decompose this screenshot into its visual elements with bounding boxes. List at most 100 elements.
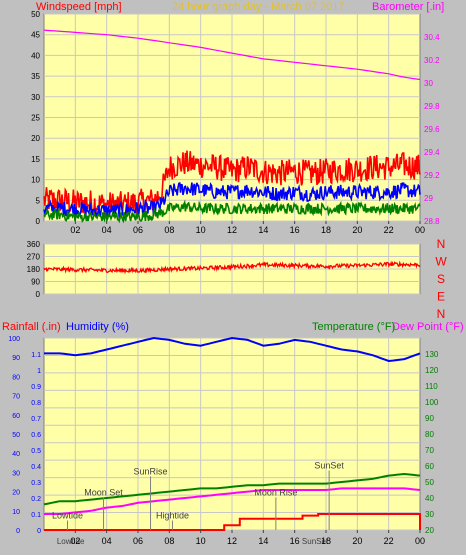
rainfall-tick-label: 0.1 bbox=[31, 512, 41, 519]
rain-humidity-temp-series bbox=[43, 336, 421, 531]
humidity-tick-label: 70 bbox=[12, 394, 20, 401]
series-line-gust bbox=[43, 150, 421, 218]
wind-baro-x-tick-label: 16 bbox=[290, 225, 300, 235]
wind-baro-x-tick-label: 22 bbox=[384, 225, 394, 235]
annotation-label: Moon Set bbox=[84, 487, 123, 497]
temperature-tick-label: 100 bbox=[425, 398, 439, 407]
rain-humidity-temp-x-tick-label: 14 bbox=[258, 536, 268, 546]
temperature-tick-label: 30 bbox=[425, 510, 434, 519]
dewpoint-axis-label: Dew Point (°F) bbox=[392, 321, 464, 333]
humidity-tick-label: 20 bbox=[12, 490, 20, 497]
humidity-ticks: 0 10 20 30 40 50 60 70 80 90 100 bbox=[8, 336, 20, 535]
rain-humidity-temp-x-tick-label: 18 bbox=[321, 536, 331, 546]
rainfall-tick-label: 0.5 bbox=[31, 448, 41, 455]
windspeed-tick-label: 15 bbox=[31, 155, 40, 164]
rainfall-tick-label: 1 bbox=[37, 368, 41, 375]
annotation-label: Lowtide bbox=[52, 510, 83, 520]
rainfall-tick-label: 0 bbox=[37, 528, 41, 535]
windspeed-tick-label: 0 bbox=[36, 217, 41, 226]
series-line-temperature bbox=[43, 472, 421, 506]
wind-baro-x-tick-label: 06 bbox=[133, 225, 143, 235]
humidity-tick-label: 60 bbox=[12, 413, 20, 420]
rain-humidity-temp-x-tick-label: 02 bbox=[70, 536, 80, 546]
rainfall-ticks: 0 0.1 0.2 0.3 0.4 0.5 0.6 0.7 0.8 0.9 1 1.1 bbox=[31, 352, 41, 535]
rain-humidity-temp-x-tick-label: 10 bbox=[196, 536, 206, 546]
rain-humidity-temp-panel: Lowtide Moon Set SunRise Hightide Moon Rise S… bbox=[2, 321, 464, 546]
temperature-ticks: 20 30 40 50 60 70 80 90 100 110 120 130 bbox=[425, 350, 439, 535]
temperature-tick-label: 60 bbox=[425, 462, 434, 471]
series-line-direction bbox=[43, 260, 421, 275]
rain-humidity-temp-x-tick-label: 04 bbox=[102, 536, 112, 546]
rainfall-tick-label: 0.3 bbox=[31, 480, 41, 487]
wind-baro-x-ticks: 02 04 06 08 10 12 14 16 18 20 22 00 bbox=[70, 221, 425, 235]
series-line-minimum bbox=[43, 199, 421, 224]
humidity-tick-label: 80 bbox=[12, 374, 20, 381]
wind-direction-tick-label: 360 bbox=[27, 240, 41, 249]
rain-humidity-temp-grid bbox=[44, 337, 420, 531]
temperature-tick-label: 70 bbox=[425, 446, 434, 455]
tide-sun-moon-annotations: Lowtide Moon Set SunRise Hightide Moon Rise S… bbox=[52, 461, 344, 546]
rainfall-tick-label: 1.1 bbox=[31, 352, 41, 359]
rainfall-tick-label: 0.4 bbox=[31, 464, 41, 471]
rain-humidity-temp-x-tick-label: 08 bbox=[164, 536, 174, 546]
windspeed-tick-label: 35 bbox=[31, 72, 40, 81]
windspeed-tick-label: 30 bbox=[31, 93, 40, 102]
series-line-dewpoint bbox=[44, 487, 421, 515]
wind-baro-x-tick-label: 20 bbox=[352, 225, 362, 235]
rain-humidity-temp-x-ticks: 02 04 06 08 10 12 14 16 18 20 22 00 bbox=[70, 530, 425, 546]
temperature-tick-label: 120 bbox=[425, 366, 439, 375]
rainfall-axis-label: Rainfall (.in) bbox=[2, 321, 61, 333]
rainfall-tick-label: 0.7 bbox=[31, 416, 41, 423]
windspeed-tick-label: 20 bbox=[31, 134, 40, 143]
humidity-tick-label: 30 bbox=[12, 470, 20, 477]
temperature-axis-label: Temperature (°F) bbox=[312, 321, 395, 333]
humidity-tick-label: 10 bbox=[12, 509, 20, 516]
barometer-tick-label: 29 bbox=[424, 194, 433, 203]
rain-humidity-temp-x-tick-label: 06 bbox=[133, 536, 143, 546]
windspeed-tick-label: 50 bbox=[31, 10, 40, 19]
barometer-ticks: 28.8 29 29.2 29.4 29.6 29.8 30 30.2 30.4 bbox=[424, 33, 440, 226]
rainfall-tick-label: 0.8 bbox=[31, 400, 41, 407]
wind-direction-tick-label: 0 bbox=[36, 290, 41, 299]
series-line-average bbox=[43, 181, 421, 218]
wind-direction-grid bbox=[44, 243, 420, 295]
wind-direction-tick-label: 90 bbox=[31, 278, 40, 287]
compass-label: N bbox=[437, 237, 446, 251]
compass-label: E bbox=[437, 290, 445, 304]
chart-title: 24 hour graph day - March 07 2017 bbox=[172, 1, 344, 13]
rainfall-tick-label: 0.2 bbox=[31, 496, 41, 503]
wind-direction-ticks: 0 90 180 270 360 bbox=[27, 240, 41, 299]
axis-note-label: Lowtide bbox=[57, 537, 85, 546]
wind-baro-x-tick-label: 04 bbox=[102, 225, 112, 235]
humidity-tick-label: 0 bbox=[16, 528, 20, 535]
wind-direction-series bbox=[43, 260, 421, 275]
windspeed-tick-label: 40 bbox=[31, 51, 40, 60]
barometer-tick-label: 30.4 bbox=[424, 33, 440, 42]
compass-label: W bbox=[435, 255, 447, 269]
annotation-label: Hightide bbox=[156, 510, 189, 520]
rainfall-tick-label: 0.6 bbox=[31, 432, 41, 439]
compass-label: N bbox=[437, 307, 446, 321]
humidity-tick-label: 100 bbox=[8, 336, 20, 343]
humidity-axis-label: Humidity (%) bbox=[66, 321, 129, 333]
barometer-tick-label: 30.2 bbox=[424, 56, 440, 65]
series-line-humidity bbox=[44, 336, 421, 363]
rain-humidity-temp-x-tick-label: 16 bbox=[290, 536, 300, 546]
barometer-axis-label: Barometer [.in] bbox=[372, 1, 444, 13]
annotation-label: Moon Rise bbox=[254, 487, 297, 497]
wind-baro-x-tick-label: 18 bbox=[321, 225, 331, 235]
wind-baro-x-tick-label: 02 bbox=[70, 225, 80, 235]
wind-baro-x-tick-label: 08 bbox=[164, 225, 174, 235]
wind-baro-x-tick-label: 00 bbox=[415, 225, 425, 235]
rain-humidity-temp-x-tick-label: 12 bbox=[227, 536, 237, 546]
temperature-tick-label: 110 bbox=[425, 382, 438, 391]
rain-humidity-temp-x-tick-label: 20 bbox=[352, 536, 362, 546]
series-line-rainfall bbox=[44, 513, 421, 531]
temperature-tick-label: 20 bbox=[425, 526, 434, 535]
windspeed-tick-label: 25 bbox=[31, 114, 40, 123]
series-line-barometer bbox=[43, 29, 421, 81]
